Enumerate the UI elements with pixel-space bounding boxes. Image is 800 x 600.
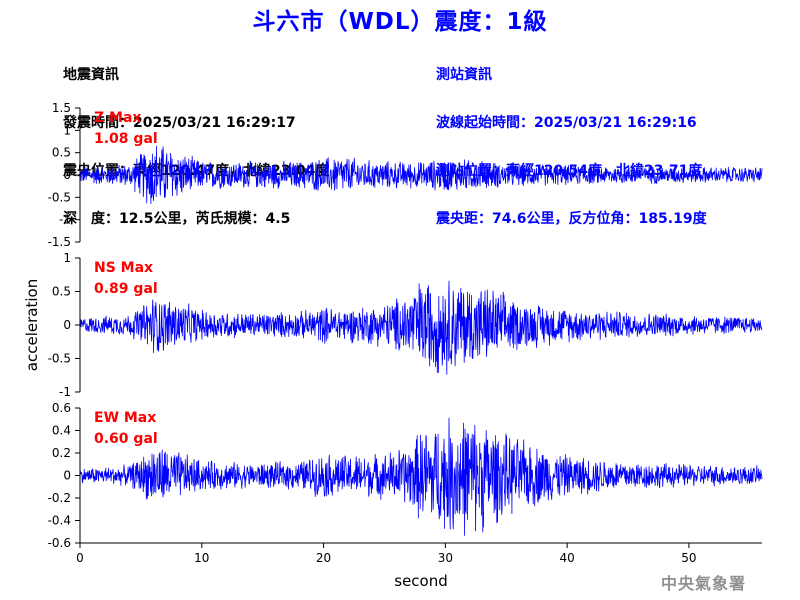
y-tick-label: -0.5	[48, 190, 71, 204]
x-tick-label: 0	[76, 551, 84, 565]
quake-origin-time: 發震時間：2025/03/21 16:29:17	[63, 115, 296, 131]
station-distance-azimuth: 震央距：74.6公里，反方位角：185.19度	[436, 211, 707, 227]
y-tick-label: 0	[63, 318, 71, 332]
x-axis-label: second	[394, 572, 448, 590]
panel-z: -1.5 -1 -0.5 0 0.5 1 1.5 Z Max 1.08 gal	[48, 101, 763, 249]
component-label: Z Max	[94, 110, 141, 126]
x-tick-label: 30	[438, 551, 453, 565]
component-label: NS Max	[94, 260, 153, 276]
max-value-label: 0.60 gal	[94, 431, 158, 447]
x-tick-label: 40	[560, 551, 575, 565]
y-tick-label: 0.5	[52, 285, 71, 299]
y-tick-label: 0.5	[52, 146, 71, 160]
y-tick-label: 0.4	[52, 424, 71, 438]
y-tick-label: 0	[63, 469, 71, 483]
trace-ew	[79, 417, 763, 536]
y-tick-label: 1	[63, 123, 71, 137]
y-tick-label: -1	[59, 213, 71, 227]
y-tick-label: -1	[59, 385, 71, 399]
y-tick-label: 1	[63, 251, 71, 265]
panel-ns: -1 -0.5 0 0.5 1 NS Max 0.89 gal	[48, 251, 763, 399]
y-tick-label: -1.5	[48, 235, 71, 249]
component-label: EW Max	[94, 410, 156, 426]
y-tick-label: 1.5	[52, 101, 71, 115]
x-tick-label: 20	[316, 551, 331, 565]
y-tick-label: 0.2	[52, 446, 71, 460]
y-tick-label: -0.4	[48, 514, 71, 528]
trace-ns	[79, 280, 763, 375]
y-axis-label: acceleration	[23, 279, 41, 371]
y-tick-label: -0.6	[48, 536, 71, 550]
page-title: 斗六市（WDL）震度：1級	[252, 9, 548, 35]
y-tick-label: -0.5	[48, 352, 71, 366]
y-tick-label: -0.2	[48, 491, 71, 505]
max-value-label: 1.08 gal	[94, 131, 158, 147]
station-info-heading: 測站資訊	[436, 67, 492, 83]
quake-depth-magnitude: 深 度：12.5公里，芮氏規模：4.5	[63, 211, 291, 227]
x-tick-label: 10	[194, 551, 209, 565]
quake-info-heading: 地震資訊	[63, 67, 119, 83]
trace-z	[79, 145, 763, 204]
station-start-time: 波線起始時間：2025/03/21 16:29:16	[436, 115, 697, 131]
quake-info-block: 地震資訊 發震時間：2025/03/21 16:29:17 震央位置：東經120…	[63, 35, 329, 243]
x-tick-label: 50	[681, 551, 696, 565]
y-tick-label: 0.6	[52, 401, 71, 415]
max-value-label: 0.89 gal	[94, 281, 158, 297]
agency-watermark: 中央氣象署	[660, 574, 746, 593]
panel-ew: -0.6 -0.4 -0.2 0 0.2 0.4 0.6 EW Max 0.60 gal	[48, 401, 763, 550]
y-tick-label: 0	[63, 168, 71, 182]
